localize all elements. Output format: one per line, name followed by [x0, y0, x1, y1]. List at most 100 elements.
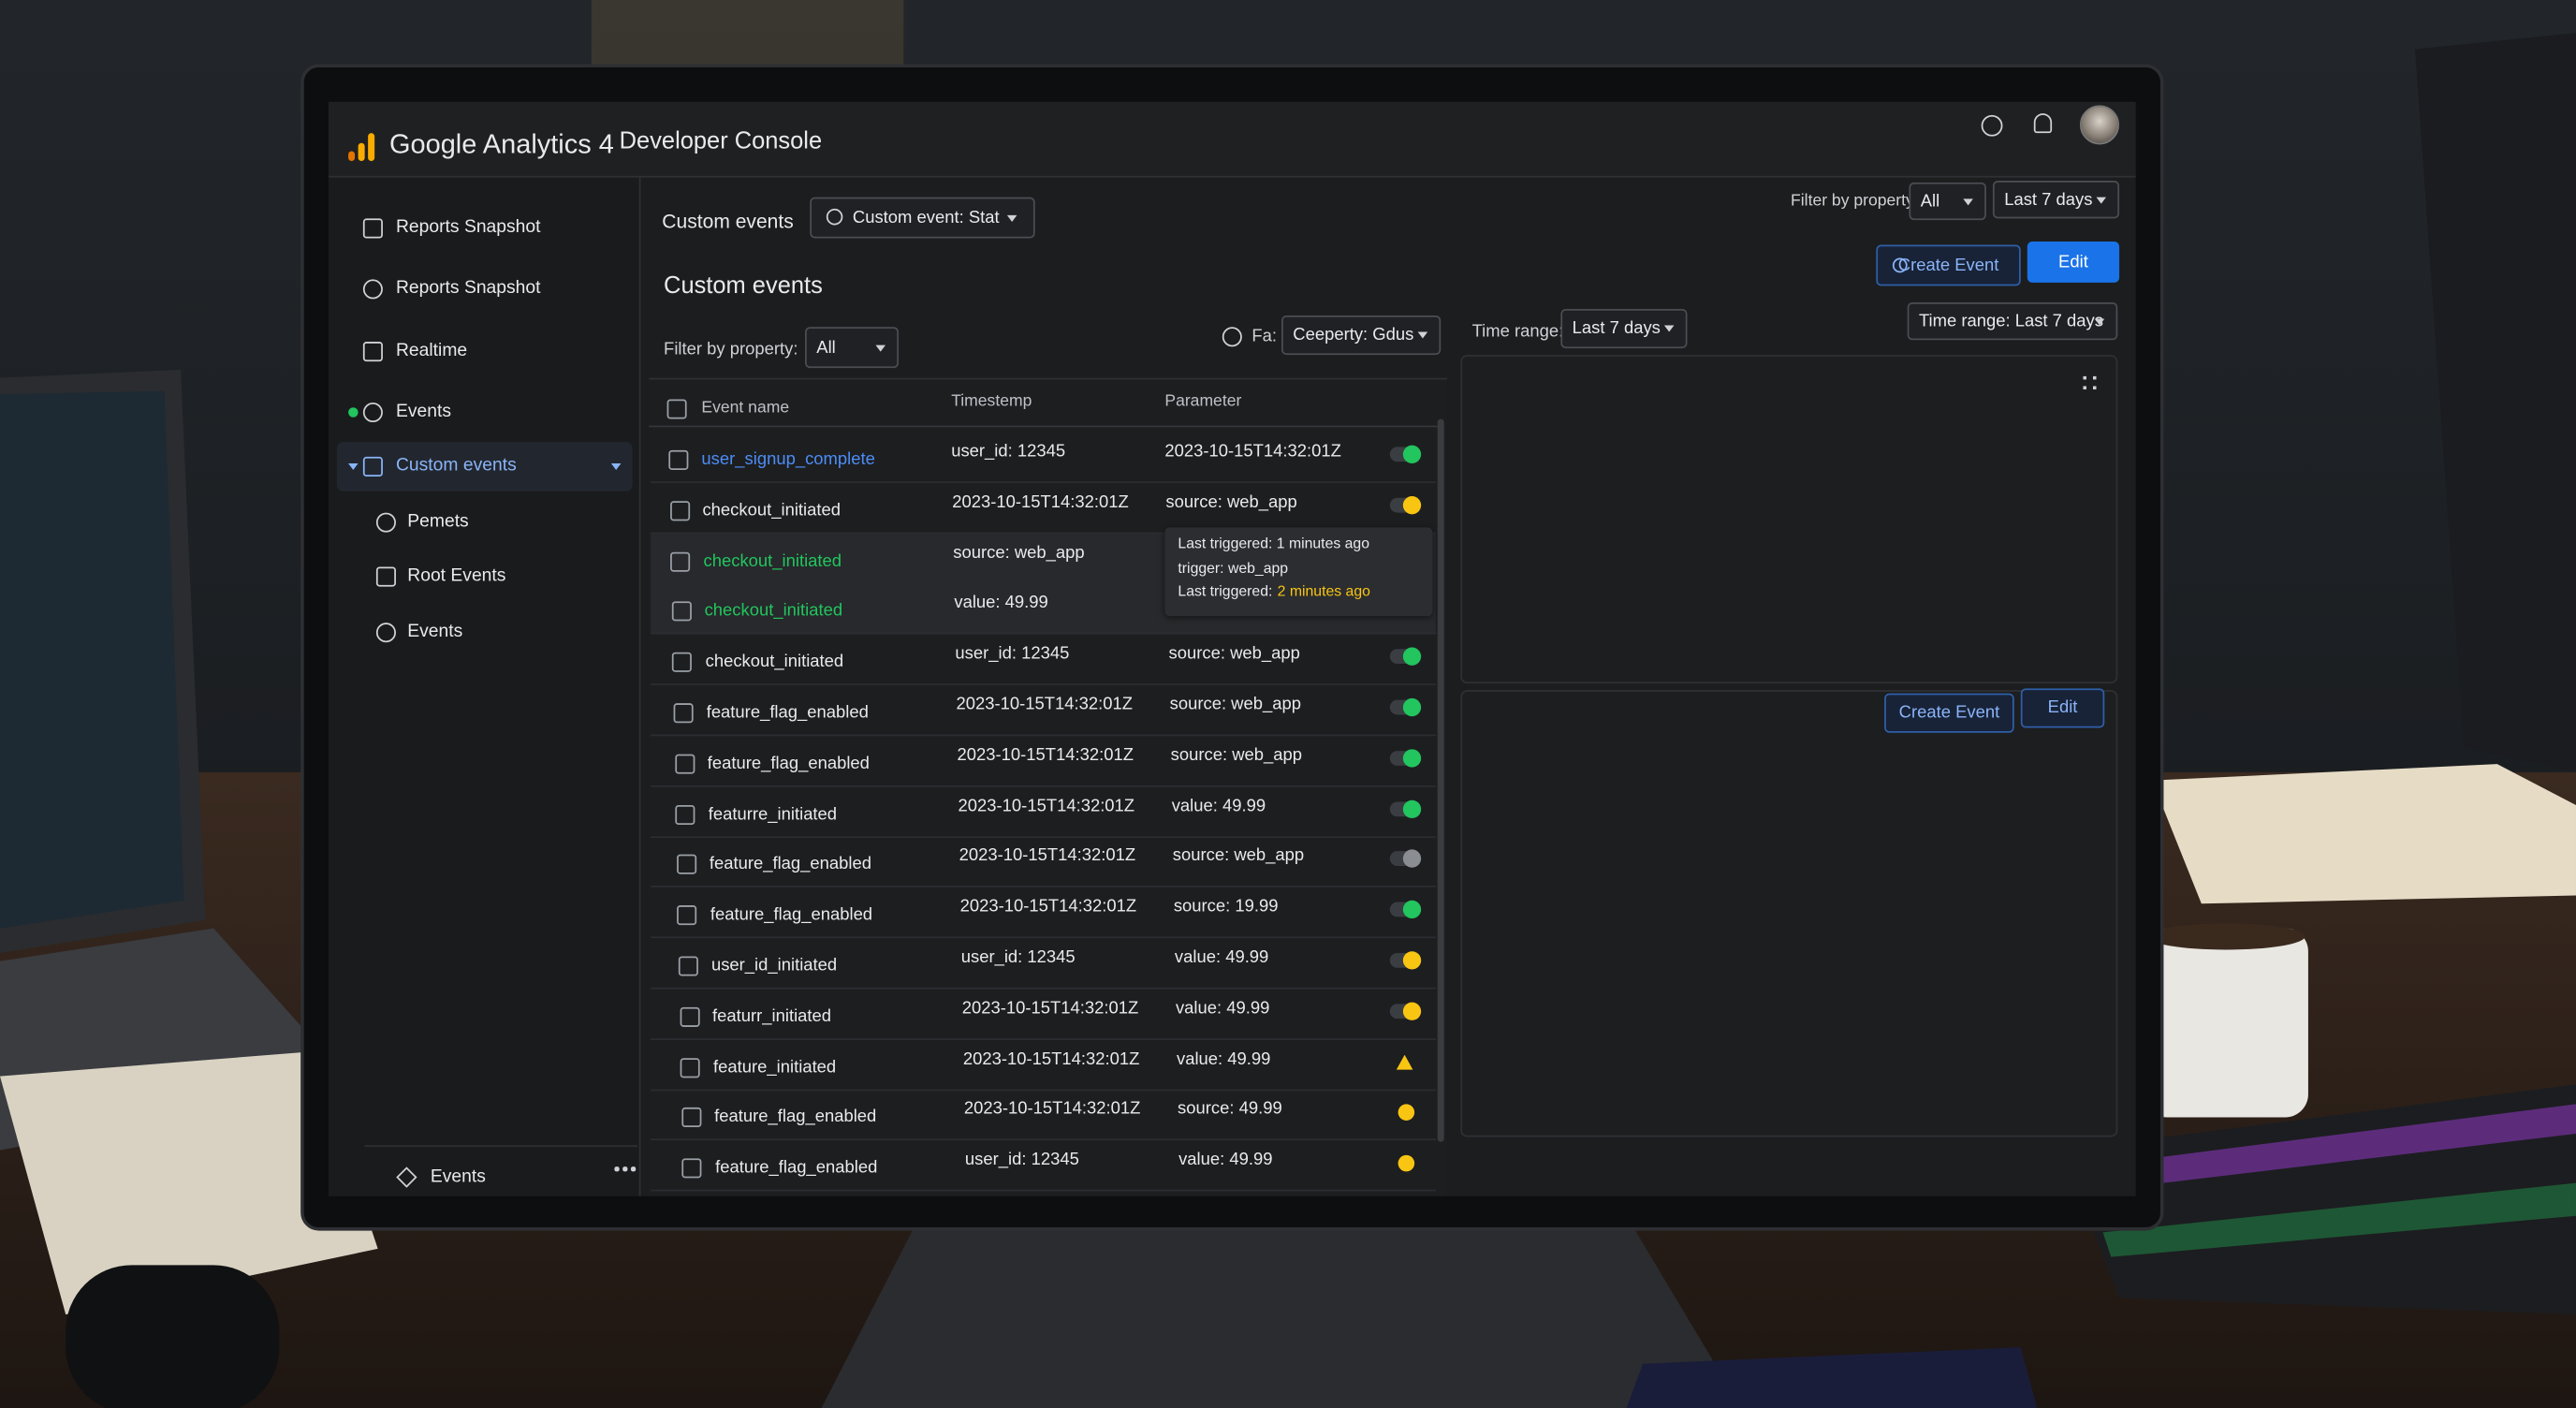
bell-icon[interactable] [2033, 113, 2053, 134]
checkbox[interactable] [674, 754, 695, 774]
search-box[interactable] [810, 197, 1035, 239]
checkbox[interactable] [681, 1107, 702, 1128]
toggle-knob [1402, 697, 1422, 717]
more-dot[interactable] [614, 1166, 619, 1171]
checkbox[interactable] [673, 703, 694, 724]
expand-icon[interactable] [2083, 386, 2086, 389]
checkbox[interactable] [666, 399, 687, 419]
table-cell: source: web_app [1165, 491, 1297, 512]
table-cell: user_id: 12345 [964, 1150, 1079, 1170]
table-cell: checkout_initiated [705, 652, 844, 672]
sidebar-item: Reports Snapshot [395, 217, 541, 238]
row-divider [651, 1088, 1436, 1091]
sidebar-active[interactable] [336, 442, 633, 491]
row-divider [651, 633, 1436, 636]
checkbox[interactable] [680, 1057, 701, 1078]
checkbox[interactable] [670, 551, 691, 572]
table-cell: feature_flag_enabled [710, 904, 873, 925]
table-cell: 2023-10-15T14:32:01Z [957, 744, 1134, 765]
toggle-knob [1402, 1002, 1422, 1020]
table-cell: value: 49.99 [1171, 795, 1266, 816]
checkbox[interactable] [676, 855, 696, 875]
more-dot[interactable] [622, 1166, 627, 1171]
expand-icon[interactable] [2083, 375, 2086, 380]
monitor-stand [821, 1215, 1742, 1408]
table-cell: user_id: 12345 [951, 441, 1066, 462]
sidebar-item: Events [407, 622, 463, 642]
checkbox[interactable] [669, 500, 690, 521]
logo-bar [358, 142, 365, 161]
checkbox[interactable] [682, 1158, 703, 1179]
table-cell: value: 49.99 [1175, 998, 1270, 1019]
caret [1663, 325, 1675, 332]
table-cell: source: web_app [1170, 744, 1303, 765]
bar-panel [1460, 690, 2118, 1137]
row-divider [651, 582, 1436, 585]
keyboard-glow [2086, 1104, 2576, 1192]
caret [1006, 214, 1017, 222]
toggle-knob [1402, 901, 1422, 919]
expand-icon[interactable] [2092, 375, 2097, 380]
search-icon [826, 208, 843, 226]
logo-bar [368, 133, 375, 161]
time-range-select-text: Time range: Last 7 days [1918, 311, 2103, 331]
papers [2152, 764, 2576, 904]
table-cell: value: 49.99 [954, 593, 1048, 613]
line-panel [1460, 355, 2118, 684]
table-cell: feature_flag_enabled [706, 702, 869, 723]
checkbox[interactable] [671, 602, 692, 623]
table-cell: source: web_app [1168, 643, 1300, 664]
avatar[interactable] [2079, 105, 2120, 145]
row-divider [651, 1037, 1436, 1040]
expand-icon[interactable] [2092, 386, 2097, 389]
table-cell: value: 49.99 [1176, 1049, 1271, 1069]
sidebar-icon [375, 566, 396, 587]
table-cell: feature_initiated [713, 1057, 837, 1078]
wall-frame [591, 0, 904, 74]
row-divider [651, 683, 1436, 686]
toggle-knob [1402, 647, 1422, 667]
checkbox[interactable] [675, 804, 695, 825]
table-cell: 2023-10-15T14:32:01Z [961, 998, 1139, 1019]
bar-edit-button[interactable] [2020, 688, 2105, 728]
table-cell: user_id: 12345 [960, 947, 1076, 968]
expand-caret [610, 462, 622, 470]
checkbox[interactable] [679, 1006, 699, 1027]
toggle-knob [1402, 799, 1422, 818]
checkbox[interactable] [678, 956, 698, 976]
table-cell: source: web_app [1169, 694, 1302, 714]
checkbox[interactable] [677, 905, 697, 926]
table-cell: 2023-10-15T14:32:01Z [963, 1099, 1141, 1120]
tooltip-line: Last triggered: [1178, 582, 1273, 599]
table-cell: source: web_app [1172, 846, 1305, 867]
checkbox[interactable] [672, 653, 693, 673]
table [649, 377, 1448, 1196]
edit-button[interactable] [2027, 241, 2120, 283]
table-cell: user_id_initiated [710, 955, 838, 976]
toolbar-section: Custom events [662, 210, 794, 233]
header-bar [329, 101, 2136, 178]
side-monitor [2414, 33, 2576, 772]
property-select-text: Ceeperty: Gdus [1293, 324, 1414, 345]
tooltip-line: Last triggered: 1 minutes ago [1178, 535, 1370, 552]
row-divider [651, 1190, 1436, 1192]
time-range-select[interactable] [1907, 301, 2118, 341]
checkbox[interactable] [668, 449, 689, 470]
sidebar-item: Events [395, 401, 452, 422]
table-cell: checkout_initiated [704, 601, 843, 622]
caret [2096, 196, 2107, 203]
bar-create-button-text: Create Event [1898, 702, 2000, 723]
table-cell: 2023-10-15T14:32:01Z [952, 491, 1129, 512]
sidebar-icon [362, 342, 383, 362]
more-dot[interactable] [630, 1166, 636, 1171]
bar-create-button[interactable] [1884, 693, 2014, 733]
toggle-knob [1402, 748, 1422, 768]
toolbar-filter[interactable] [1909, 182, 1986, 221]
mug-left [66, 1265, 280, 1408]
sidebar-footer: Events [430, 1166, 486, 1187]
property-select[interactable] [1281, 315, 1442, 356]
help-icon[interactable] [1981, 114, 2003, 137]
notebook [0, 1051, 378, 1315]
status-dot [348, 407, 359, 418]
